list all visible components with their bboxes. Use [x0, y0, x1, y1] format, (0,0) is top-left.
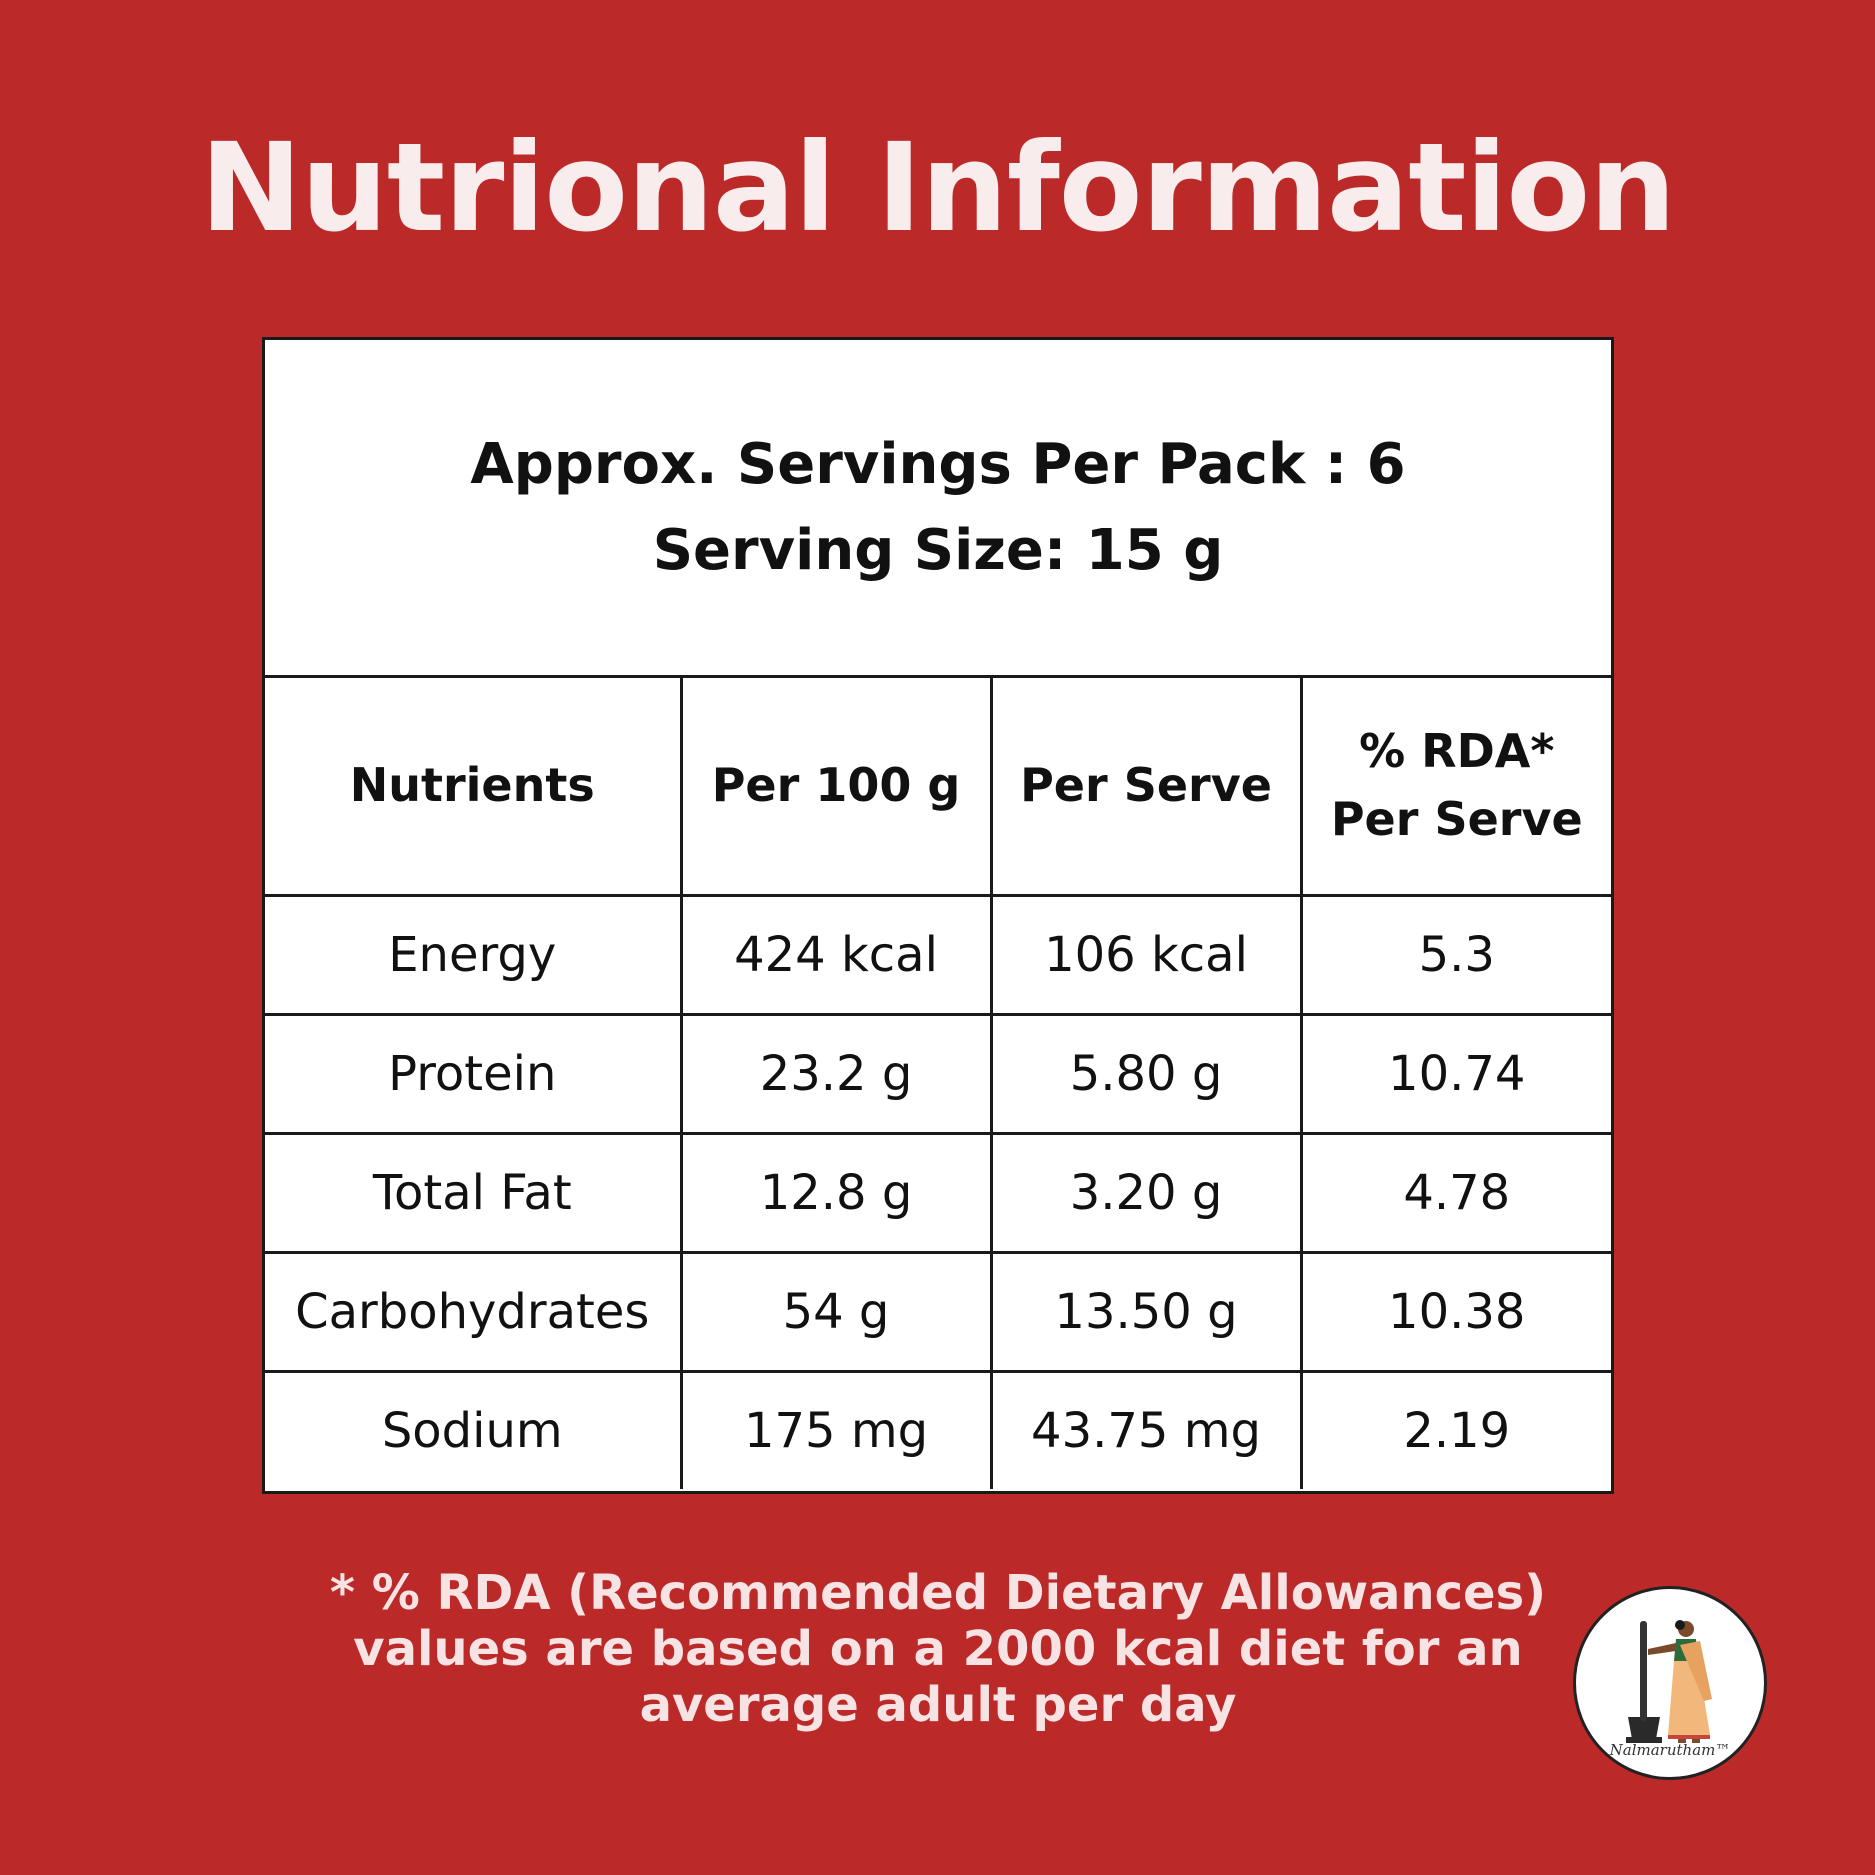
per-100g-value: 12.8 g	[679, 1132, 993, 1254]
rda-value: 5.3	[1299, 894, 1611, 1016]
table-row: Sodium 175 mg 43.75 mg 2.19	[265, 1370, 1611, 1489]
rda-value: 2.19	[1299, 1370, 1611, 1489]
header-rda-per-serve: % RDA* Per Serve	[1299, 675, 1611, 897]
rda-value: 10.74	[1299, 1013, 1611, 1135]
per-100g-value: 175 mg	[679, 1370, 993, 1489]
nutrition-table-panel: Approx. Servings Per Pack : 6 Serving Si…	[262, 337, 1614, 1494]
rda-value: 4.78	[1299, 1132, 1611, 1254]
brand-logo: Nalmarutham™	[1573, 1586, 1767, 1780]
table-row: Total Fat 12.8 g 3.20 g 4.78	[265, 1132, 1611, 1254]
footnote-line: average adult per day	[639, 1677, 1237, 1733]
table-header-row: Nutrients Per 100 g Per Serve % RDA* Per…	[265, 675, 1611, 897]
per-serve-value: 5.80 g	[989, 1013, 1303, 1135]
table-row: Energy 424 kcal 106 kcal 5.3	[265, 894, 1611, 1016]
nutrient-name: Carbohydrates	[265, 1251, 683, 1373]
rda-footnote: * % RDA (Recommended Dietary Allowances)…	[262, 1565, 1614, 1733]
per-serve-value: 3.20 g	[989, 1132, 1303, 1254]
nutrient-name: Energy	[265, 894, 683, 1016]
per-100g-value: 54 g	[679, 1251, 993, 1373]
table-row: Carbohydrates 54 g 13.50 g 10.38	[265, 1251, 1611, 1373]
nutrient-name: Protein	[265, 1013, 683, 1135]
table-row: Protein 23.2 g 5.80 g 10.74	[265, 1013, 1611, 1135]
woman-with-pestle-logo-icon	[1626, 1620, 1712, 1743]
per-100g-value: 23.2 g	[679, 1013, 993, 1135]
nutrient-name: Total Fat	[265, 1132, 683, 1254]
footnote-line: * % RDA (Recommended Dietary Allowances)	[329, 1565, 1547, 1621]
logo-wordmark: Nalmarutham™	[1609, 1741, 1731, 1759]
per-100g-value: 424 kcal	[679, 894, 993, 1016]
servings-per-pack: Approx. Servings Per Pack : 6	[470, 431, 1406, 497]
header-nutrients: Nutrients	[265, 675, 683, 897]
footnote-line: values are based on a 2000 kcal diet for…	[353, 1621, 1523, 1677]
nutrition-table: Nutrients Per 100 g Per Serve % RDA* Per…	[265, 675, 1611, 1489]
rda-value: 10.38	[1299, 1251, 1611, 1373]
serving-size: Serving Size: 15 g	[652, 517, 1224, 583]
per-serve-value: 13.50 g	[989, 1251, 1303, 1373]
header-per-serve: Per Serve	[989, 675, 1303, 897]
servings-header: Approx. Servings Per Pack : 6 Serving Si…	[265, 340, 1611, 678]
per-serve-value: 106 kcal	[989, 894, 1303, 1016]
per-serve-value: 43.75 mg	[989, 1370, 1303, 1489]
nutrient-name: Sodium	[265, 1370, 683, 1489]
header-per-100g: Per 100 g	[679, 675, 993, 897]
page-title: Nutrional Information	[199, 117, 1676, 259]
